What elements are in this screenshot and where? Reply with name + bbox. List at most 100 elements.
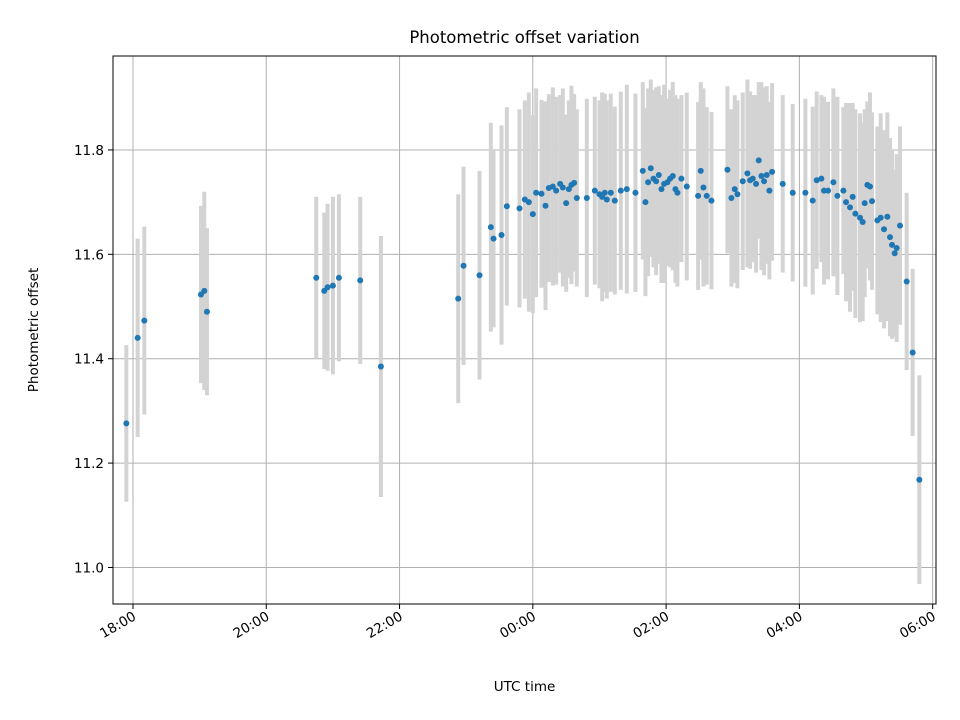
data-point	[683, 183, 690, 190]
data-point	[583, 194, 590, 201]
data-point	[766, 187, 773, 194]
data-point	[734, 191, 741, 198]
data-point	[141, 317, 148, 324]
data-point	[916, 476, 923, 483]
data-point	[669, 173, 676, 180]
data-point	[642, 199, 649, 206]
y-axis-label: Photometric offset	[26, 268, 42, 392]
data-point	[753, 180, 760, 187]
data-point	[867, 183, 874, 190]
data-point	[313, 274, 320, 281]
data-point	[779, 180, 786, 187]
data-point	[533, 189, 540, 196]
data-point	[335, 274, 342, 281]
data-point	[852, 210, 859, 217]
data-point	[909, 349, 916, 356]
data-point	[840, 187, 847, 194]
data-point	[490, 235, 497, 242]
data-point	[861, 200, 868, 207]
data-point	[377, 363, 384, 370]
y-tick-label: 11.0	[74, 560, 104, 576]
data-point	[881, 226, 888, 233]
chart-title: Photometric offset variation	[409, 28, 639, 47]
data-point	[843, 199, 850, 206]
data-point	[503, 203, 510, 210]
data-point	[632, 189, 639, 196]
data-point	[818, 175, 825, 182]
data-point	[761, 178, 768, 185]
data-point	[571, 179, 578, 186]
data-point	[455, 295, 462, 302]
data-point	[893, 245, 900, 252]
data-point	[834, 192, 841, 199]
data-point	[724, 166, 731, 173]
data-point	[859, 218, 866, 225]
data-point	[891, 250, 898, 257]
data-point	[653, 178, 660, 185]
x-axis-label: UTC time	[494, 679, 556, 695]
data-point	[460, 262, 467, 269]
data-point	[617, 187, 624, 194]
data-point	[623, 186, 630, 193]
data-point	[639, 167, 646, 174]
data-point	[357, 277, 364, 284]
y-tick-label: 11.8	[74, 143, 104, 159]
data-points	[123, 157, 923, 483]
data-point	[476, 272, 483, 279]
data-point	[731, 186, 738, 193]
data-point	[324, 284, 331, 291]
data-point	[884, 213, 891, 220]
data-point	[749, 175, 756, 182]
data-point	[647, 165, 654, 172]
data-point	[708, 197, 715, 204]
data-point	[903, 278, 910, 285]
data-point	[869, 198, 876, 205]
data-point	[559, 184, 566, 191]
plot-frame	[112, 55, 937, 605]
data-point	[809, 197, 816, 204]
data-point	[889, 241, 896, 248]
data-point	[563, 200, 570, 207]
data-point	[601, 189, 608, 196]
data-point	[201, 287, 208, 294]
data-point	[603, 196, 610, 203]
data-point	[703, 192, 710, 199]
data-point	[763, 171, 770, 178]
data-point	[769, 168, 776, 175]
data-point	[134, 334, 141, 341]
data-point	[573, 194, 580, 201]
data-point	[329, 282, 336, 289]
data-point	[825, 187, 832, 194]
data-point	[739, 178, 746, 185]
data-point	[487, 224, 494, 231]
data-point	[123, 420, 130, 427]
data-point	[529, 211, 536, 218]
data-point	[678, 175, 685, 182]
data-point	[607, 189, 614, 196]
y-tick-label: 11.6	[74, 247, 104, 263]
data-point	[877, 214, 884, 221]
data-point	[755, 157, 762, 164]
data-point	[700, 184, 707, 191]
data-point	[658, 186, 665, 193]
data-point	[549, 183, 556, 190]
data-point	[591, 187, 598, 194]
data-point	[849, 193, 856, 200]
data-point	[830, 179, 837, 186]
data-point	[887, 234, 894, 241]
y-tick-label: 11.4	[74, 352, 104, 368]
data-point	[744, 170, 751, 177]
data-point	[674, 189, 681, 196]
data-point	[498, 232, 505, 239]
data-point	[553, 187, 560, 194]
data-point	[897, 222, 904, 229]
data-point	[655, 171, 662, 178]
data-point	[611, 197, 618, 204]
data-point	[695, 192, 702, 199]
data-point	[525, 199, 532, 206]
data-point	[789, 189, 796, 196]
data-point	[645, 179, 652, 186]
data-point	[203, 308, 210, 315]
y-tick-label: 11.2	[74, 456, 104, 472]
